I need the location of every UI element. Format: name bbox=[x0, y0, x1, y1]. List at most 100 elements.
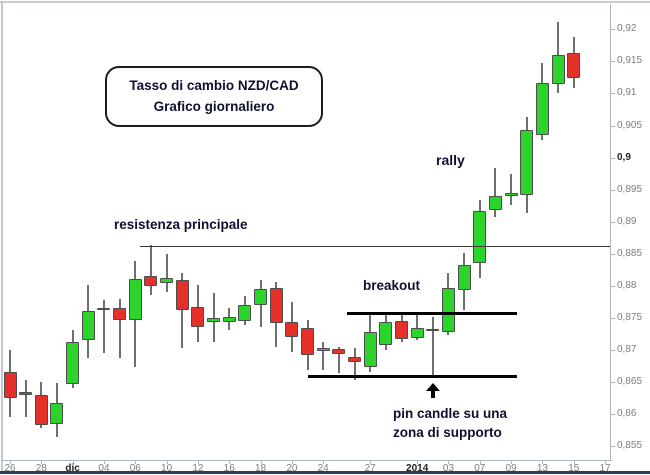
y-axis-label: 0,875 bbox=[617, 311, 643, 323]
x-axis-tick bbox=[166, 461, 168, 464]
chart-title-box: Tasso di cambio NZD/CAD Grafico giornali… bbox=[105, 66, 323, 127]
pin-candle-label: pin candle su una zona di supporto bbox=[393, 405, 507, 443]
x-axis-label: 27 bbox=[364, 463, 376, 474]
x-axis-label: 09 bbox=[505, 463, 517, 474]
candle-body bbox=[348, 356, 362, 363]
x-axis-label: 24 bbox=[317, 463, 329, 474]
candle-wick bbox=[322, 342, 325, 370]
frame-left-edge bbox=[1, 1, 3, 471]
candle-body bbox=[363, 331, 377, 368]
candle-wick bbox=[165, 253, 168, 293]
x-axis-label: 16 bbox=[223, 463, 235, 474]
pin-arrow-icon bbox=[425, 383, 440, 391]
candle-wick bbox=[337, 347, 340, 373]
candle-body bbox=[254, 288, 268, 305]
candle-body bbox=[144, 276, 158, 286]
y-axis-tick bbox=[610, 157, 615, 159]
x-axis-tick bbox=[291, 461, 293, 464]
y-axis-tick bbox=[610, 61, 615, 63]
y-axis-label: 0,89 bbox=[617, 215, 637, 227]
y-axis-tick bbox=[610, 285, 615, 287]
candle-body bbox=[426, 328, 440, 332]
y-axis-label: 0,865 bbox=[617, 375, 643, 387]
y-axis-tick bbox=[610, 446, 615, 447]
candle-body bbox=[567, 53, 581, 79]
x-axis-tick bbox=[260, 461, 262, 464]
y-axis-tick bbox=[610, 317, 615, 319]
candle-body bbox=[551, 54, 565, 84]
candle-body bbox=[3, 372, 17, 398]
candle-wick bbox=[24, 379, 27, 418]
candle-wick bbox=[494, 167, 497, 218]
chart-title-line1: Tasso di cambio NZD/CAD bbox=[129, 78, 299, 94]
x-axis-tick bbox=[417, 461, 419, 464]
x-axis-tick bbox=[229, 461, 231, 464]
x-axis-label: 20 bbox=[286, 463, 298, 474]
resistance-line bbox=[139, 246, 610, 247]
candle-body bbox=[222, 317, 236, 323]
x-axis-label: 28 bbox=[35, 463, 47, 474]
candle-body bbox=[285, 322, 299, 338]
x-axis-label: 10 bbox=[161, 463, 173, 474]
x-axis-tick bbox=[542, 461, 544, 464]
y-axis-label: 0,92 bbox=[617, 23, 637, 35]
y-axis-label: 0,895 bbox=[617, 183, 643, 195]
candle-body bbox=[535, 83, 549, 136]
candle-wick bbox=[149, 244, 152, 295]
candle-body bbox=[316, 348, 330, 351]
candle-wick bbox=[416, 313, 419, 341]
candle-body bbox=[175, 279, 189, 311]
x-axis-tick bbox=[197, 461, 199, 464]
candle-body bbox=[473, 210, 487, 264]
x-axis-tick bbox=[103, 461, 105, 464]
candle-wick bbox=[212, 292, 215, 343]
y-axis-tick bbox=[610, 29, 615, 31]
x-axis-tick bbox=[479, 461, 481, 464]
y-axis-tick bbox=[610, 125, 615, 127]
candle-wick bbox=[181, 272, 184, 348]
pin-candle-label-line1: pin candle su una bbox=[393, 406, 508, 421]
x-axis-tick bbox=[370, 461, 372, 464]
y-axis-tick bbox=[610, 253, 615, 255]
x-axis-label: 2014 bbox=[406, 463, 429, 474]
breakout-label: breakout bbox=[363, 278, 421, 293]
candle-wick bbox=[510, 174, 513, 205]
x-axis-label: dic bbox=[65, 463, 80, 474]
y-axis-tick bbox=[610, 381, 615, 383]
x-axis-label: 18 bbox=[254, 463, 267, 474]
candle-body bbox=[301, 328, 315, 355]
candle-wick bbox=[353, 347, 356, 380]
candle-wick bbox=[102, 299, 105, 354]
x-axis-tick bbox=[72, 461, 74, 464]
candle-body bbox=[410, 328, 424, 339]
candle-body bbox=[50, 403, 64, 425]
x-axis-line bbox=[2, 460, 612, 461]
y-axis-label: 0,91 bbox=[617, 87, 637, 99]
candle-body bbox=[34, 394, 48, 425]
candle-body bbox=[488, 196, 502, 211]
candle-body bbox=[191, 306, 205, 327]
x-axis-tick bbox=[10, 461, 11, 464]
resistance-label: resistenza principale bbox=[114, 217, 248, 232]
rally-label: rally bbox=[436, 152, 465, 168]
x-axis-label: 03 bbox=[442, 463, 455, 474]
x-axis-label: 13 bbox=[536, 463, 548, 474]
y-axis-label: 0,855 bbox=[617, 440, 643, 451]
candle-wick bbox=[431, 317, 434, 377]
candle-body bbox=[160, 278, 174, 284]
x-axis-label: 26 bbox=[4, 463, 16, 474]
candle-body bbox=[128, 278, 142, 320]
candle-body bbox=[97, 307, 111, 311]
x-axis-tick bbox=[41, 461, 43, 464]
x-axis-label: 17 bbox=[599, 463, 611, 474]
support-line bbox=[307, 375, 518, 379]
candle-wick bbox=[118, 299, 121, 359]
candle-body bbox=[504, 193, 518, 196]
x-axis-label: 06 bbox=[129, 463, 141, 474]
candle-body bbox=[332, 349, 346, 354]
y-axis-label: 0,905 bbox=[617, 119, 643, 131]
chart-title-line2: Grafico giornaliero bbox=[153, 98, 275, 114]
x-axis-label: 04 bbox=[98, 463, 110, 474]
y-axis-tick bbox=[610, 221, 615, 223]
